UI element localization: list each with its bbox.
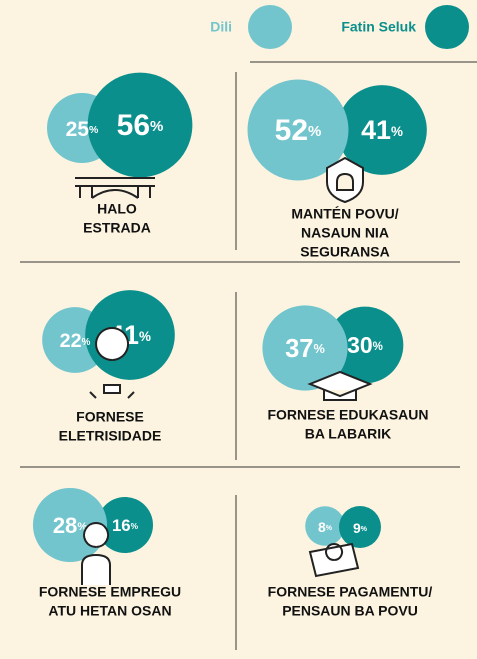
- value: 52: [275, 114, 308, 147]
- bubble: [326, 306, 404, 384]
- value-label: 28%: [53, 513, 88, 538]
- value-label: 22%: [60, 330, 91, 352]
- unit: %: [150, 118, 163, 135]
- value-label: 41%: [361, 115, 403, 145]
- bulb-icon: [89, 327, 135, 399]
- bridge-icon: [75, 177, 155, 199]
- unit: %: [139, 329, 151, 344]
- unit: %: [308, 123, 321, 140]
- value: 9: [353, 520, 361, 536]
- value-label: 56%: [117, 109, 164, 142]
- panel-label: ESTRADA: [83, 220, 151, 236]
- value-label: 37%: [285, 335, 325, 363]
- panel-label: PENSAUN BA POVU: [282, 603, 418, 619]
- value-label: 16%: [112, 516, 139, 535]
- unit: %: [373, 341, 383, 353]
- panel-label: BA LABARIK: [305, 426, 392, 442]
- value: 37: [285, 335, 313, 363]
- unit: %: [77, 521, 87, 533]
- legend-label: Dili: [210, 19, 232, 35]
- legend-swatch: [248, 5, 292, 49]
- value: 56: [117, 109, 150, 142]
- bubble: [97, 497, 153, 553]
- panel-label: FORNESE EMPREGU: [39, 584, 181, 600]
- value-label: 52%: [275, 114, 322, 147]
- bubble: [305, 506, 345, 546]
- cap-icon: [307, 370, 373, 401]
- bubble: [262, 305, 348, 391]
- unit: %: [391, 124, 403, 139]
- value-label: 30%: [347, 332, 383, 358]
- panel-label: HALO: [97, 201, 137, 217]
- unit: %: [314, 341, 326, 356]
- panel-label: ELETRISIDADE: [59, 428, 162, 444]
- value: 25: [66, 118, 90, 141]
- value-label: 9%: [353, 520, 368, 536]
- unit: %: [131, 521, 139, 531]
- unit: %: [361, 526, 368, 533]
- value: 16: [112, 516, 131, 535]
- money-icon: [308, 542, 360, 578]
- unit: %: [82, 337, 91, 348]
- legend-swatch: [425, 5, 469, 49]
- legend-label: Fatin Seluk: [341, 19, 416, 35]
- panel-label: FORNESE EDUKASAUN: [267, 407, 428, 423]
- panel-label: SEGURANSA: [300, 244, 389, 260]
- value-label: 8%: [318, 519, 333, 535]
- panel-label: MANTÉN POVU/: [291, 206, 398, 222]
- panel-label: FORNESE PAGAMENTU/: [268, 584, 433, 600]
- icons: [75, 156, 373, 585]
- person-icon: [81, 522, 111, 585]
- panel-label: ATU HETAN OSAN: [48, 603, 171, 619]
- value: 28: [53, 513, 78, 538]
- value: 8: [318, 519, 326, 535]
- bubble: [337, 85, 427, 175]
- bubble: [339, 506, 381, 548]
- value: 41: [361, 115, 391, 145]
- shield-icon: [326, 156, 364, 204]
- unit: %: [326, 525, 333, 532]
- panel-label: FORNESE: [76, 409, 144, 425]
- value-label: 25%: [66, 118, 99, 141]
- value: 30: [347, 332, 373, 358]
- bubble: [87, 72, 193, 178]
- panel-label: NASAUN NIA: [301, 225, 389, 241]
- bubble: [247, 79, 349, 181]
- unit: %: [89, 124, 99, 136]
- value: 22: [60, 330, 82, 352]
- labels: HALO ESTRADA MANTÉN POVU/NASAUN NIA SEGURAN…: [39, 201, 433, 619]
